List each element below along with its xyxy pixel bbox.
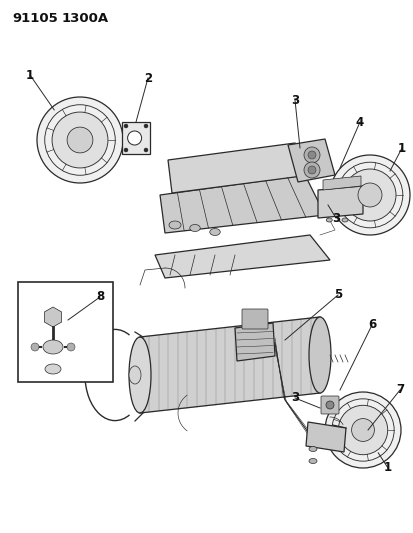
Polygon shape [140,317,319,413]
Circle shape [307,151,315,159]
Polygon shape [287,139,334,182]
Ellipse shape [169,221,180,229]
Text: 8: 8 [96,290,104,303]
Bar [18,282,113,382]
Circle shape [124,124,128,128]
Text: 5: 5 [333,288,341,302]
Text: 2: 2 [144,71,152,85]
Circle shape [307,166,315,174]
Polygon shape [235,323,274,361]
Circle shape [37,97,123,183]
Circle shape [324,392,400,468]
Text: 6: 6 [367,319,375,332]
Text: 91105: 91105 [12,12,57,25]
Text: 1300A: 1300A [62,12,109,25]
Ellipse shape [325,218,332,222]
Circle shape [351,418,373,441]
Text: 1: 1 [383,462,391,474]
Circle shape [303,147,319,163]
Ellipse shape [209,229,220,236]
Polygon shape [305,422,345,452]
Circle shape [303,162,319,178]
Text: 3: 3 [290,93,298,107]
Circle shape [127,131,141,145]
Bar [122,122,150,154]
Ellipse shape [43,340,63,354]
Text: 4: 4 [355,116,363,128]
Polygon shape [168,143,309,193]
Circle shape [325,401,333,409]
Circle shape [329,155,409,235]
Text: 3: 3 [331,212,339,224]
Text: 7: 7 [395,384,403,397]
Text: 1: 1 [397,141,405,155]
Polygon shape [322,176,360,190]
FancyBboxPatch shape [242,309,267,329]
Ellipse shape [189,224,200,231]
Circle shape [144,148,147,152]
Circle shape [357,183,381,207]
Ellipse shape [129,366,141,384]
FancyBboxPatch shape [320,396,338,414]
Ellipse shape [129,337,151,413]
Circle shape [337,405,387,455]
Polygon shape [44,307,62,327]
Text: 3: 3 [290,392,298,405]
Polygon shape [159,175,324,233]
Ellipse shape [45,364,61,374]
Circle shape [144,124,147,128]
Ellipse shape [308,317,330,393]
Circle shape [52,112,108,168]
Circle shape [67,127,93,153]
Ellipse shape [308,458,316,464]
Circle shape [31,343,39,351]
Polygon shape [317,186,362,218]
Polygon shape [154,235,329,278]
Circle shape [124,148,128,152]
Ellipse shape [341,218,347,222]
Text: 1: 1 [26,69,34,82]
Circle shape [67,343,75,351]
Ellipse shape [308,447,316,451]
Circle shape [343,169,395,221]
